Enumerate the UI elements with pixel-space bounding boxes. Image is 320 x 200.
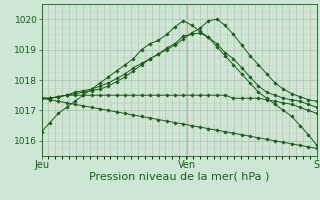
X-axis label: Pression niveau de la mer( hPa ): Pression niveau de la mer( hPa )	[89, 172, 269, 182]
